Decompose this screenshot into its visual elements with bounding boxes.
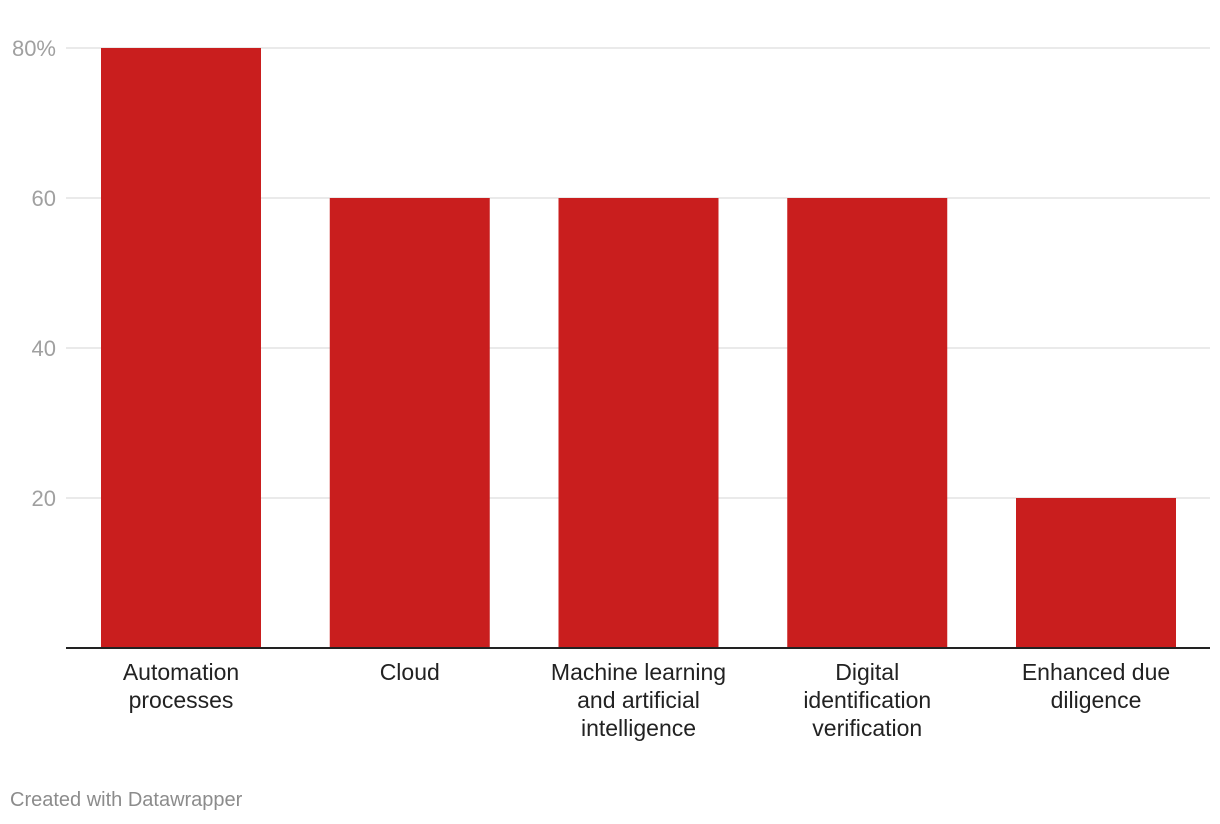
bar-0 <box>101 48 261 648</box>
bar-2 <box>558 198 719 648</box>
label-layer: 20 40 60 80% Automation processes Cloud Machine… <box>12 36 1170 741</box>
bar-3 <box>787 198 948 648</box>
category-label-line: Cloud <box>380 659 440 685</box>
category-label-line: processes <box>129 687 234 713</box>
category-label-line: identification <box>803 687 931 713</box>
category-label-line: intelligence <box>581 715 696 741</box>
category-label-2: Machine learning and artificial intelligen… <box>551 659 726 741</box>
y-tick-label: 60 <box>32 186 56 211</box>
category-label-line: and artificial <box>577 687 700 713</box>
y-tick-label: 40 <box>32 336 56 361</box>
category-label-line: Machine learning <box>551 659 726 685</box>
y-tick-label: 20 <box>32 486 56 511</box>
category-label-1: Cloud <box>380 659 440 685</box>
bar-1 <box>329 198 490 648</box>
category-label-line: Automation <box>123 659 239 685</box>
category-label-line: Enhanced due <box>1022 659 1170 685</box>
y-tick-label: 80% <box>12 36 56 61</box>
category-label-3: Digital identification verification <box>803 659 931 741</box>
category-label-line: diligence <box>1051 687 1142 713</box>
category-label-4: Enhanced due diligence <box>1022 659 1170 713</box>
credit-text: Created with Datawrapper <box>10 789 243 811</box>
category-label-0: Automation processes <box>123 659 239 713</box>
category-label-line: Digital <box>835 659 899 685</box>
bar-layer <box>101 48 1176 648</box>
bar-4 <box>1016 498 1176 648</box>
category-label-line: verification <box>812 715 922 741</box>
